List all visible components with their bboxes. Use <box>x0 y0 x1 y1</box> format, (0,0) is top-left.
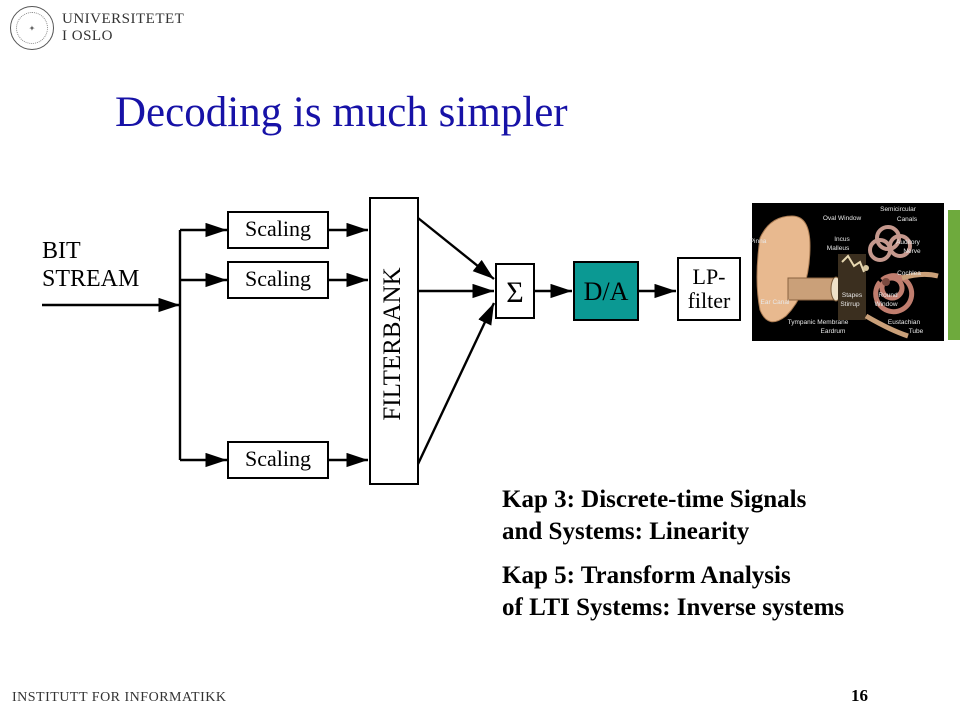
caption-kap3-b: and Systems: Linearity <box>502 516 749 547</box>
ear-label: Malleus <box>827 245 850 252</box>
ear-label: Auditory <box>896 239 921 246</box>
scaling-label-3: Scaling <box>245 446 311 471</box>
ear-label: Semicircular <box>880 206 917 213</box>
ear-label: Incus <box>834 236 850 243</box>
ear-label: Oval Window <box>823 215 862 222</box>
ear-label: Pinna <box>750 238 767 245</box>
caption-kap3-a: Kap 3: Discrete-time Signals <box>502 484 806 515</box>
page-number: 16 <box>851 686 868 706</box>
scaling-label-2: Scaling <box>245 266 311 291</box>
ear-label: Cochlea <box>897 270 921 277</box>
caption-kap5-b: of LTI Systems: Inverse systems <box>502 592 844 623</box>
ear-label: Eustachian <box>888 319 921 326</box>
lp-label-1: LP- <box>693 264 726 289</box>
ear-label: Stirrup <box>840 301 860 308</box>
bitstream-label-2: STREAM <box>42 266 139 292</box>
ear-label: Window <box>874 301 897 308</box>
ear-label: Tympanic Membrane <box>788 319 849 326</box>
scaling-label-1: Scaling <box>245 216 311 241</box>
dept-footer: INSTITUTT FOR INFORMATIKK <box>12 690 226 706</box>
filterbank-label: FILTERBANK <box>379 267 406 420</box>
da-label: D/A <box>584 277 629 306</box>
ear-label: Ear Canal <box>761 299 790 306</box>
ear-illustration: Oval Window Semicircular Canals Pinna Incus M… <box>750 203 944 341</box>
arrow-fs1 <box>418 218 494 279</box>
sigma-label: Σ <box>506 276 523 309</box>
arrow-fs3 <box>418 303 494 464</box>
ear-label: Round <box>878 292 898 299</box>
lp-label-2: filter <box>688 288 731 313</box>
caption-kap5-a: Kap 5: Transform Analysis <box>502 560 791 591</box>
ear-label: Nerve <box>903 248 921 255</box>
ear-label: Stapes <box>842 292 863 299</box>
ear-label: Eardrum <box>821 328 846 335</box>
ear-label: Tube <box>909 328 924 335</box>
side-accent <box>948 210 960 340</box>
ear-label: Canals <box>897 216 918 223</box>
bitstream-label-1: BIT <box>42 238 81 264</box>
